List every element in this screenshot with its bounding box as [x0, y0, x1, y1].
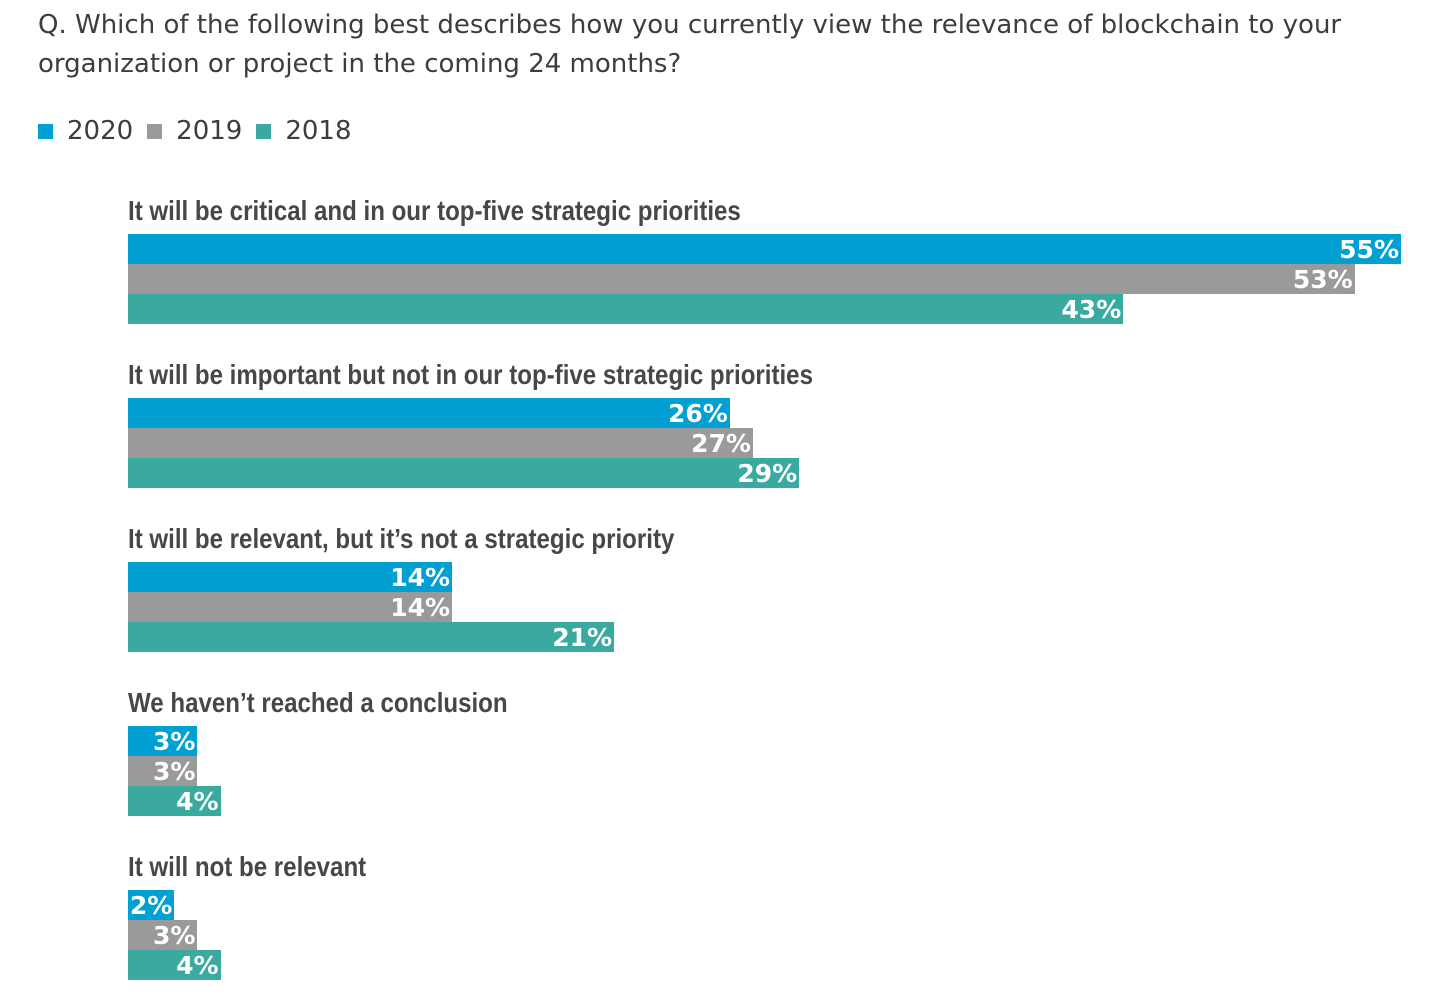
category-label: It will not be relevant [128, 851, 367, 882]
legend-item-2019: 2019 [147, 116, 242, 146]
data-label: 14% [390, 593, 451, 622]
data-label: 21% [552, 623, 613, 652]
data-label: 43% [1061, 295, 1122, 324]
category-label: It will be important but not in our top-… [128, 359, 813, 390]
legend-item-2018: 2018 [256, 116, 352, 146]
bar-2020: 3% [128, 726, 198, 756]
legend-swatch-2018 [256, 123, 272, 139]
data-label: 2% [129, 891, 173, 920]
category-label: It will be relevant, but it’s not a stra… [128, 523, 675, 554]
data-label: 4% [176, 951, 219, 980]
data-label: 29% [737, 459, 798, 488]
question-text: Q. Which of the following best describes… [38, 10, 1342, 79]
legend: 2020 2019 2018 [38, 116, 366, 146]
bar-2018: 4% [128, 950, 221, 980]
bar-2018: 29% [128, 458, 800, 488]
legend-item-2020: 2020 [38, 116, 133, 146]
legend-swatch-2020 [38, 123, 53, 139]
bar-2018: 43% [128, 294, 1124, 324]
data-label: 3% [152, 727, 196, 756]
data-label: 3% [152, 757, 196, 786]
data-label: 4% [176, 787, 219, 816]
bar-2019: 3% [128, 756, 198, 786]
category-label: It will be critical and in our top-five … [128, 195, 741, 226]
data-label: 27% [691, 429, 751, 458]
bar-2018: 21% [128, 622, 615, 652]
legend-label-2019: 2019 [176, 116, 243, 146]
legend-label-2018: 2018 [285, 116, 352, 146]
bar-2019: 3% [128, 920, 198, 950]
bar-2020: 2% [128, 890, 175, 920]
bar-2019: 14% [128, 592, 453, 622]
bar-2020: 55% [128, 234, 1401, 264]
bar-2020: 14% [128, 562, 453, 592]
data-label: 26% [667, 399, 728, 428]
legend-label-2020: 2020 [67, 116, 134, 146]
data-label: 55% [1339, 235, 1399, 264]
data-label: 14% [390, 563, 451, 592]
data-label: 53% [1292, 265, 1353, 294]
legend-swatch-2019 [147, 123, 163, 139]
bar-2019: 27% [128, 428, 753, 458]
data-label: 3% [152, 921, 196, 950]
bar-2018: 4% [128, 786, 221, 816]
bar-2020: 26% [128, 398, 730, 428]
category-label: We haven’t reached a conclusion [128, 687, 508, 718]
bar-2019: 53% [128, 264, 1355, 294]
